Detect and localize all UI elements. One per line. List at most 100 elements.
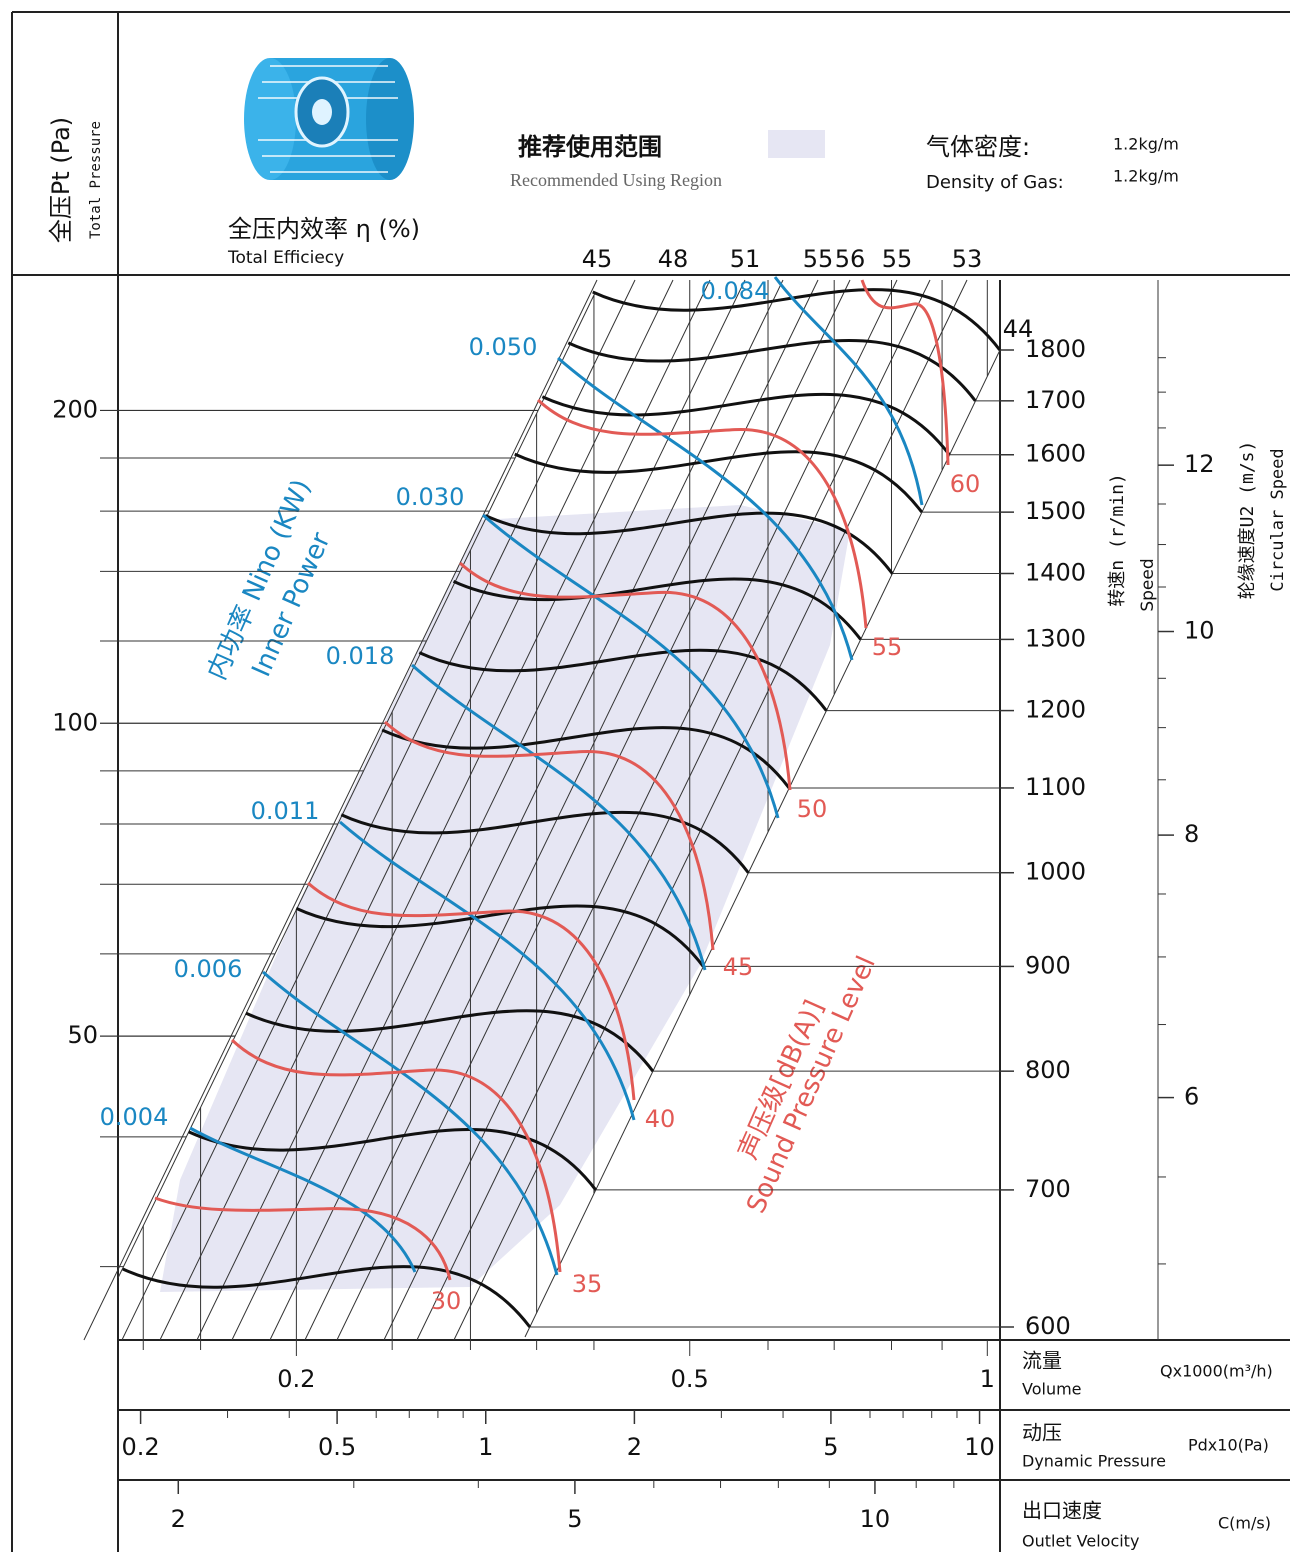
power-label: 0.050 [469,333,538,361]
x-tick-label: 1 [478,1433,493,1461]
x-tick-label: 0.2 [122,1433,160,1461]
diagonal [269,279,784,1341]
speed-tick-label: 800 [1025,1056,1071,1084]
x-tick-label: 10 [964,1433,995,1461]
power-curve [773,276,924,506]
sound-label: 35 [572,1270,603,1298]
efficiency-line [383,279,898,1341]
volume-title-zh: 流量 [1022,1349,1062,1373]
circular-tick-label: 12 [1184,450,1215,478]
density-value: 1.2kg/m [1113,135,1179,154]
speed-title-zh: 转速n (r/min) [1107,473,1128,607]
sound-label: 40 [645,1105,676,1133]
sound-curve [230,1038,562,1273]
power-label: 0.030 [396,483,465,511]
speed-curve [381,726,791,789]
sound-label: 30 [431,1287,462,1315]
circular-title-en: Circular Speed [1268,448,1288,591]
recommended-region [160,505,850,1292]
efficiency-line [83,279,598,1341]
sound-label: 60 [950,470,981,498]
dynamic-title-zh: 动压 [1022,1421,1062,1445]
power-curve [189,1126,417,1273]
efficiency-label: 55 [882,245,913,273]
speed-curve [245,1009,655,1073]
efficiency-label: 44 [1003,315,1034,343]
x-tick-label: 5 [823,1433,838,1461]
speed-tick-label: 900 [1025,951,1071,979]
region-title-zh: 推荐使用范围 [518,133,662,161]
power-label: 0.004 [100,1103,169,1131]
efficiency-title-zh: 全压内效率 η (%) [228,215,420,243]
speed-tick-label: 600 [1025,1312,1071,1340]
speed-tick-label: 1400 [1025,558,1086,586]
efficiency-line [336,279,851,1341]
power-curve [339,820,636,1121]
power-curve [411,663,707,971]
y-tick-label: 100 [52,708,98,736]
speed-tick-label: 1700 [1025,386,1086,414]
x-tick-label: 1 [980,1365,995,1393]
efficiency-label: 45 [582,245,613,273]
x-tick-label: 10 [860,1505,891,1533]
speed-tick-label: 1000 [1025,858,1086,886]
power-label: 0.084 [701,277,770,305]
power-label: 0.011 [251,797,320,825]
sound-curve [307,881,636,1101]
speed-curve [340,810,750,874]
sound-label: 55 [872,633,903,661]
x-tick-label: 0.2 [277,1365,315,1393]
sound-label: 50 [797,795,828,823]
power-curve [557,356,854,661]
boundary [117,292,596,1279]
speed-tick-label: 1200 [1025,696,1086,724]
circular-tick-label: 10 [1184,617,1215,645]
speed-curve [188,1128,597,1191]
efficiency-line [231,279,746,1341]
efficiency-label: 48 [658,245,689,273]
x-tick-label: 2 [627,1433,642,1461]
efficiency-title-en: Total Efficiecy [227,248,344,268]
speed-tick-label: 1300 [1025,624,1086,652]
volume-title-en: Volume [1022,1380,1082,1399]
power-label: 0.006 [174,955,243,983]
circular-tick-label: 8 [1184,820,1199,848]
fan-icon [244,58,414,180]
x-tick-label: 5 [567,1505,582,1533]
sound-curve [458,561,792,791]
speed-tick-label: 1800 [1025,335,1086,363]
y-tick-label: 50 [67,1021,98,1049]
density-zh: 气体密度: [926,133,1030,161]
boundary [524,349,1001,1338]
density-value: 1.2kg/m [1113,167,1179,186]
speed-curve [592,288,1001,351]
speed-curve [418,648,828,712]
volume-unit: Qx1000(m³/h) [1160,1362,1273,1381]
speed-tick-label: 700 [1025,1175,1071,1203]
speed-curve [567,339,977,402]
speed-curve [514,450,923,514]
diagonal [121,279,636,1341]
circular-title-zh: 轮缘速度U2 (m/s) [1237,441,1258,600]
region-swatch [768,130,825,158]
power-curve [482,513,780,819]
dynamic-title-en: Dynamic Pressure [1022,1452,1166,1471]
efficiency-label: 56 [835,245,866,273]
y-tick-label: 200 [52,395,98,423]
x-tick-label: 0.5 [318,1433,356,1461]
sound-curve [383,720,715,951]
x-tick-label: 0.5 [671,1365,709,1393]
sound-curve [536,398,868,629]
power-label: 0.018 [326,642,395,670]
circular-tick-label: 6 [1184,1083,1199,1111]
outlet-unit: C(m/s) [1218,1514,1271,1533]
speed-tick-label: 1600 [1025,440,1086,468]
power-curve [262,970,559,1276]
pressure-title-zh: 全压Pt (Pa) [47,117,75,243]
speed-title-en: Speed [1138,558,1158,611]
x-tick-label: 2 [171,1505,186,1533]
speed-curve [541,392,951,456]
dynamic-unit: Pdx10(Pa) [1188,1436,1269,1455]
